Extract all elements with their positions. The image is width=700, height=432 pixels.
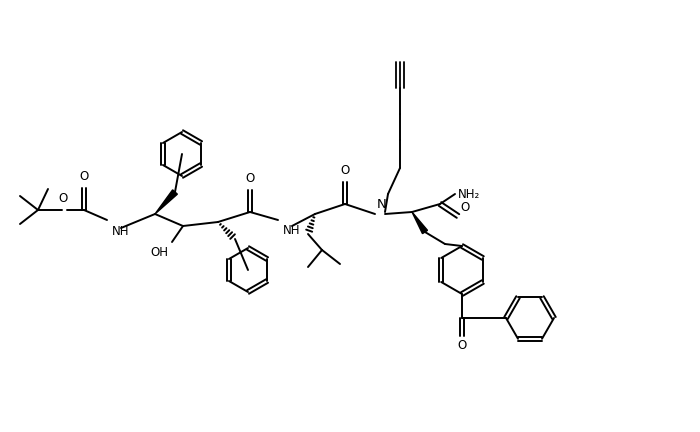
Text: O: O bbox=[460, 201, 469, 214]
Text: NH₂: NH₂ bbox=[458, 187, 480, 200]
Text: O: O bbox=[340, 164, 349, 177]
Text: O: O bbox=[79, 170, 89, 183]
Text: O: O bbox=[246, 172, 255, 185]
Text: OH: OH bbox=[150, 246, 168, 259]
Text: O: O bbox=[58, 192, 68, 205]
Polygon shape bbox=[155, 190, 177, 214]
Text: NH: NH bbox=[283, 224, 300, 237]
Text: N: N bbox=[377, 198, 386, 211]
Polygon shape bbox=[412, 212, 428, 234]
Text: NH: NH bbox=[112, 225, 130, 238]
Text: O: O bbox=[457, 339, 467, 352]
